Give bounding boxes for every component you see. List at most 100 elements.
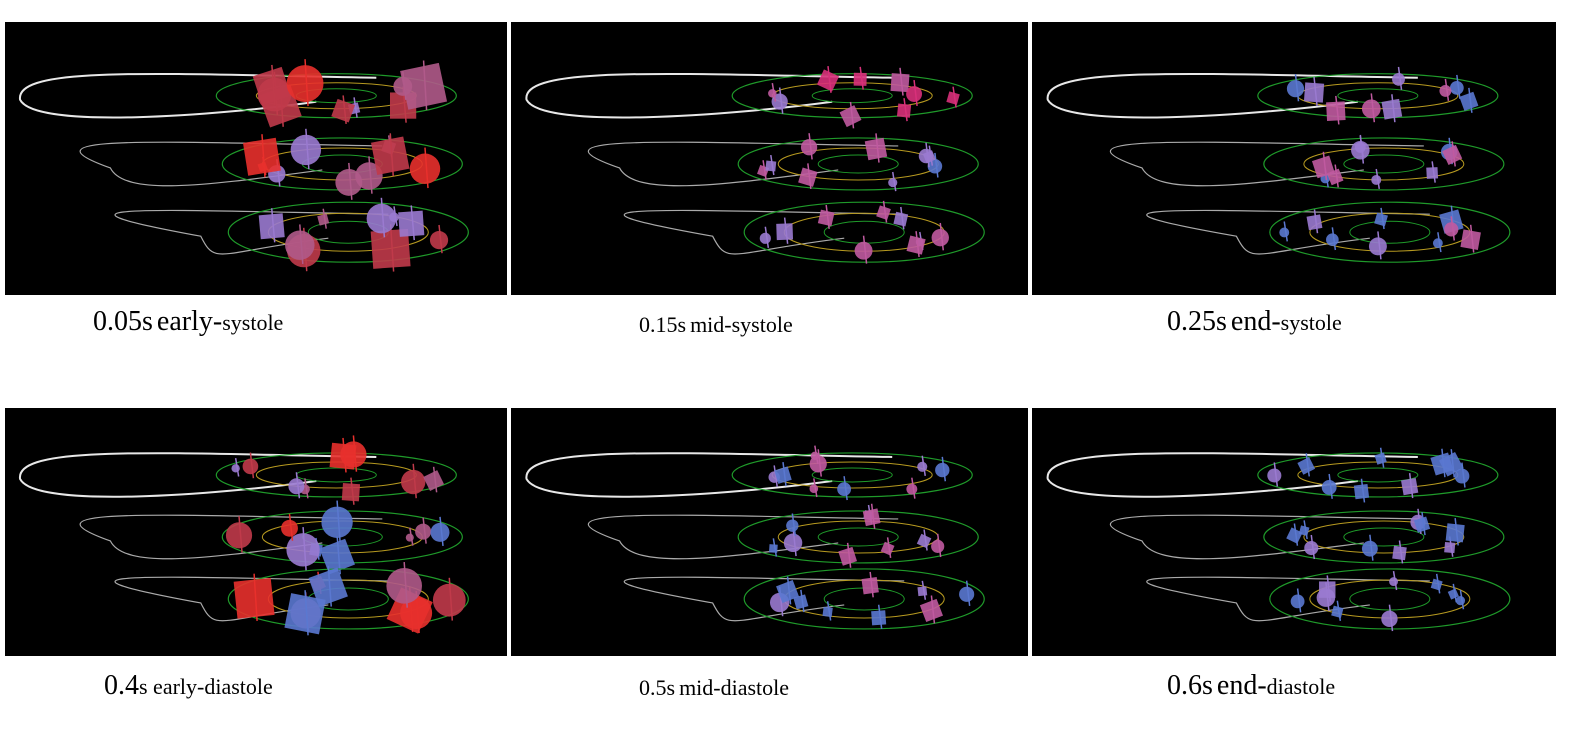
strain-glyph-axis — [1450, 216, 1455, 241]
caption-time: 0.4 — [104, 670, 139, 701]
strain-glyph-axis — [1454, 518, 1459, 546]
epicardium-ring — [1263, 137, 1505, 191]
strain-glyph-sphere — [409, 153, 441, 185]
strain-glyph-axis — [877, 604, 883, 629]
strain-glyph-box — [1459, 91, 1479, 111]
strain-glyph-axis — [410, 205, 415, 241]
caption-0-5s: 0.5s mid-diastole — [639, 675, 789, 701]
strain-glyph-axis — [843, 476, 848, 501]
strain-glyph-sphere — [935, 462, 950, 478]
strain-glyph-box — [871, 610, 887, 626]
strain-glyph-sphere — [340, 441, 367, 468]
strain-glyph-axis — [327, 565, 332, 607]
strain-glyph-axis — [1310, 534, 1316, 560]
heart-contour-outline — [19, 72, 377, 119]
strain-glyph-sphere — [854, 241, 873, 260]
strain-glyph-box — [1306, 214, 1323, 231]
strain-glyph-axis — [304, 59, 309, 107]
strain-glyph-sphere — [1267, 468, 1282, 483]
strain-glyph-sphere — [429, 231, 449, 250]
strain-glyph-axis — [1313, 76, 1318, 107]
endocardium-ring — [1343, 527, 1425, 547]
strain-glyph-axis — [808, 133, 813, 160]
caption-phase: s early-diastole — [139, 674, 273, 699]
strain-glyph-axis — [1435, 573, 1441, 594]
strain-glyph-axis — [1444, 78, 1450, 101]
strain-glyph-axis — [911, 477, 916, 499]
caption-0-15s: 0.15s mid-systole — [639, 312, 793, 338]
strain-glyph-axis — [886, 537, 892, 559]
epicardium-ring — [737, 510, 979, 564]
strain-glyph-axis — [304, 478, 309, 499]
strain-glyph-axis — [342, 95, 347, 125]
strain-glyph-axis — [439, 516, 444, 546]
strain-glyph-sphere — [1286, 80, 1305, 98]
endocardium-ring — [811, 88, 893, 104]
strain-glyph-axis — [270, 208, 276, 243]
panel-0-6s — [1032, 408, 1556, 656]
strain-glyph-axis — [305, 128, 310, 170]
epicardium-ring — [1269, 201, 1511, 263]
strain-glyph-axis — [936, 533, 942, 558]
strain-glyph-sphere — [1389, 577, 1398, 587]
strain-glyph-axis — [1397, 66, 1403, 90]
strain-glyph-box — [284, 593, 326, 635]
strain-glyph-box — [1401, 477, 1419, 496]
epicardium-ring — [1263, 510, 1505, 564]
strain-glyph-sphere — [335, 168, 363, 196]
strain-glyph-box — [906, 235, 926, 255]
strain-glyph-sphere — [1279, 227, 1290, 238]
endocardium-ring — [1337, 467, 1419, 483]
caption-phase-prefix: end- — [1230, 306, 1281, 337]
strain-glyph-box — [1438, 451, 1464, 477]
strain-glyph-box — [423, 470, 445, 491]
strain-glyph-box — [822, 606, 833, 618]
strain-glyph-axis — [1335, 95, 1340, 125]
strain-glyph-box — [317, 213, 330, 226]
strain-glyph-box — [331, 98, 356, 123]
endocardium-ring — [817, 527, 899, 547]
cardiac-glyph-visualization — [1046, 447, 1511, 632]
strain-glyph-axis — [859, 66, 864, 90]
strain-glyph-axis — [1392, 571, 1398, 591]
strain-glyph-box — [1286, 527, 1303, 544]
strain-glyph-box — [1442, 144, 1463, 165]
strain-glyph-box — [308, 567, 348, 607]
heart-contour-outline — [587, 514, 899, 560]
strain-glyph-axis — [930, 595, 936, 624]
caption-time: 0.5s — [639, 675, 676, 700]
strain-glyph-axis — [778, 87, 784, 114]
strain-glyph-axis — [762, 160, 767, 180]
strain-glyph-sphere — [1368, 237, 1387, 256]
strain-glyph-axis — [1452, 583, 1458, 603]
strain-glyph-axis — [288, 513, 294, 541]
strain-glyph-sphere — [286, 65, 324, 103]
strain-glyph-axis — [403, 562, 408, 608]
strain-glyph-axis — [1326, 575, 1332, 602]
strain-glyph-sphere — [768, 89, 777, 98]
strain-glyph-sphere — [1392, 72, 1405, 86]
strain-glyph-box — [1413, 516, 1431, 533]
strain-glyph-sphere — [837, 482, 852, 497]
strain-glyph-sphere — [1304, 540, 1319, 556]
strain-glyph-sphere — [242, 458, 259, 475]
strain-glyph-axis — [1450, 449, 1456, 478]
panel-0-05s — [5, 22, 507, 295]
panel-0-4s — [5, 408, 507, 656]
strain-glyph-axis — [813, 478, 818, 498]
strain-glyph-axis — [791, 513, 797, 536]
endocardium-ring — [1343, 154, 1425, 174]
epicardium-ring — [731, 452, 973, 498]
strain-glyph-axis — [1294, 73, 1300, 102]
strain-glyph-axis — [899, 67, 904, 96]
strain-glyph-axis — [424, 147, 429, 189]
strain-glyph-box — [917, 586, 928, 597]
strain-glyph-axis — [1468, 87, 1473, 113]
strain-glyph-axis — [1293, 523, 1299, 546]
strain-glyph-box — [1303, 82, 1325, 103]
strain-glyph-box — [774, 466, 792, 484]
strain-glyph-axis — [807, 163, 812, 190]
heart-contour-outline — [525, 72, 893, 119]
heart-contour-outline — [19, 452, 377, 498]
strain-glyph-axis — [1359, 135, 1365, 157]
